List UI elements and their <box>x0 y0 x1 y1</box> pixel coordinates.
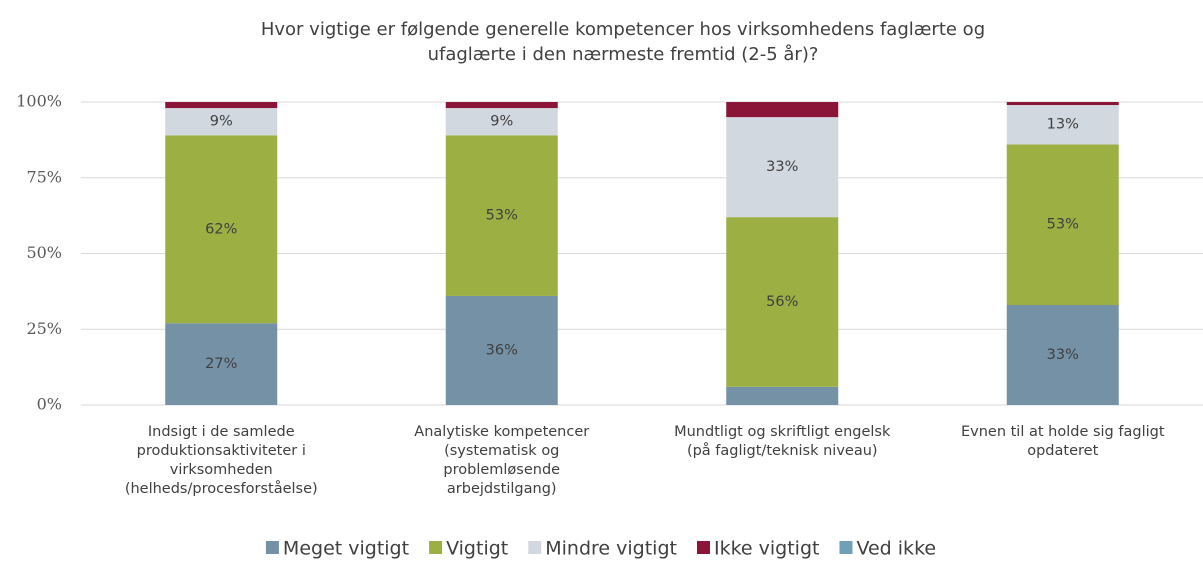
chart-title: ufaglærte i den nærmeste fremtid (2-5 år… <box>428 44 819 65</box>
legend-swatch <box>429 541 443 554</box>
x-tick-label: Evnen til at holde sig fagligt <box>961 424 1165 440</box>
data-label: 36% <box>486 342 518 358</box>
bar-segment <box>165 135 278 324</box>
y-tick-label: 25% <box>26 319 62 338</box>
bar-segment <box>1006 305 1119 405</box>
bar-segment <box>1006 102 1119 106</box>
x-tick-label: opdateret <box>1027 443 1098 459</box>
bar-segment <box>726 217 839 387</box>
x-tick-label: virksomheden <box>170 462 273 478</box>
data-label: 9% <box>490 114 513 130</box>
bar-segment <box>726 386 839 405</box>
y-tick-label: 100% <box>16 92 62 111</box>
bar-segment <box>445 295 558 405</box>
x-tick-label: (på fagligt/teknisk niveau) <box>687 442 878 459</box>
legend-label: Ved ikke <box>856 538 936 560</box>
x-tick-label: Analytiske kompetencer <box>414 424 589 440</box>
legend-label: Vigtigt <box>446 538 508 560</box>
legend-swatch <box>528 541 542 554</box>
bar-segment <box>726 102 839 118</box>
bar-segment <box>445 108 558 136</box>
data-label: 13% <box>1047 117 1079 133</box>
bar-segment <box>1006 105 1119 145</box>
data-label: 9% <box>210 114 233 130</box>
bar-segment <box>445 135 558 296</box>
bar-segment <box>165 102 278 109</box>
y-tick-label: 50% <box>26 243 62 262</box>
data-label: 27% <box>205 356 237 372</box>
x-tick-label: arbejdstilgang) <box>447 481 557 497</box>
x-tick-label: Mundtligt og skriftligt engelsk <box>674 424 891 440</box>
legend: Meget vigtigt Vigtigt Mindre vigtigt Ikke v… <box>265 538 936 560</box>
legend-label: Mindre vigtigt <box>545 538 677 560</box>
x-tick-label: (systematisk og <box>444 443 559 459</box>
bar-segment <box>165 108 278 136</box>
legend-swatch <box>839 541 853 554</box>
x-tick-label: produktionsaktiviteter i <box>137 443 306 459</box>
x-tick-label: Indsigt i de samlede <box>148 424 295 440</box>
legend-label: Meget vigtigt <box>283 538 409 560</box>
bar-segment <box>445 102 558 109</box>
data-label: 33% <box>766 159 798 175</box>
chart-title: Hvor vigtige er følgende generelle kompe… <box>261 19 985 40</box>
legend-swatch <box>696 541 710 554</box>
x-tick-label: (helheds/procesforståelse) <box>125 480 318 497</box>
y-tick-label: 75% <box>26 167 62 186</box>
y-tick-label: 0% <box>37 395 62 414</box>
data-label: 62% <box>205 221 237 237</box>
data-label: 53% <box>1047 217 1079 233</box>
x-tick-label: problemløsende <box>443 462 560 478</box>
data-label: 56% <box>766 294 798 310</box>
legend-swatch <box>265 541 279 554</box>
bar-segment <box>1006 144 1119 306</box>
data-label: 53% <box>486 208 518 224</box>
bar-segment <box>165 323 278 405</box>
legend-label: Ikke vigtigt <box>714 538 819 560</box>
data-label: 33% <box>1047 347 1079 363</box>
bar-segment <box>726 117 839 218</box>
